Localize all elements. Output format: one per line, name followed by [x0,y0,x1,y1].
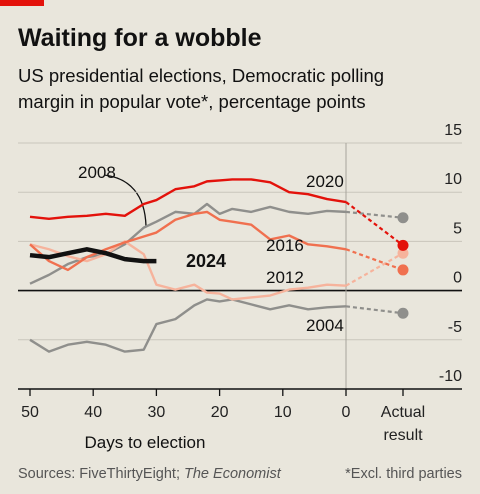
x-tick-label: 40 [84,404,102,421]
actual-result [397,239,409,251]
source-italic: The Economist [184,466,282,482]
series-label: 2016 [266,236,304,255]
y-tick-label: 5 [453,220,462,237]
x-tick-label: 30 [148,404,166,421]
result-connector [345,210,404,219]
actual-label: result [383,427,423,444]
series-line [29,210,347,272]
actual-result [397,247,409,259]
brand-bar [0,0,44,6]
series-label: 2004 [306,316,344,335]
actual-result [397,307,409,319]
result-connector [345,248,404,271]
x-tick-label: 50 [21,404,39,421]
x-tick-label: 10 [274,404,292,421]
chart-title: Waiting for a wobble [18,24,262,52]
series-label: 2020 [306,172,344,191]
series-label: 2012 [266,268,304,287]
series-label: 2024 [186,251,226,271]
actual-result [397,264,409,276]
series-line [29,247,157,264]
subtitle: US presidential elections, Democratic po… [18,65,384,86]
result-connector [345,252,404,287]
note: *Excl. third parties [345,466,462,482]
x-tick-label: 0 [342,404,351,421]
y-tick-label: 15 [444,122,462,139]
series-line [29,240,347,301]
pointer [103,174,147,227]
source-text: Sources: FiveThirtyEight; [18,466,180,482]
source: Sources: FiveThirtyEight; The Economist [18,466,282,482]
actual-result [397,212,409,224]
x-tick-label: 20 [211,404,229,421]
x-axis-label: Days to election [85,433,206,452]
actual-label: Actual [381,404,425,421]
result-connector [345,201,404,247]
series-line [29,298,347,353]
y-tick-label: 0 [453,270,462,287]
result-connector [345,305,404,315]
y-tick-label: 10 [444,171,462,188]
series-line [29,178,347,220]
subtitle: margin in popular vote*, percentage poin… [18,91,366,112]
y-tick-label: -10 [439,368,462,385]
series-label: 2008 [78,163,116,182]
y-tick-label: -5 [448,319,462,336]
